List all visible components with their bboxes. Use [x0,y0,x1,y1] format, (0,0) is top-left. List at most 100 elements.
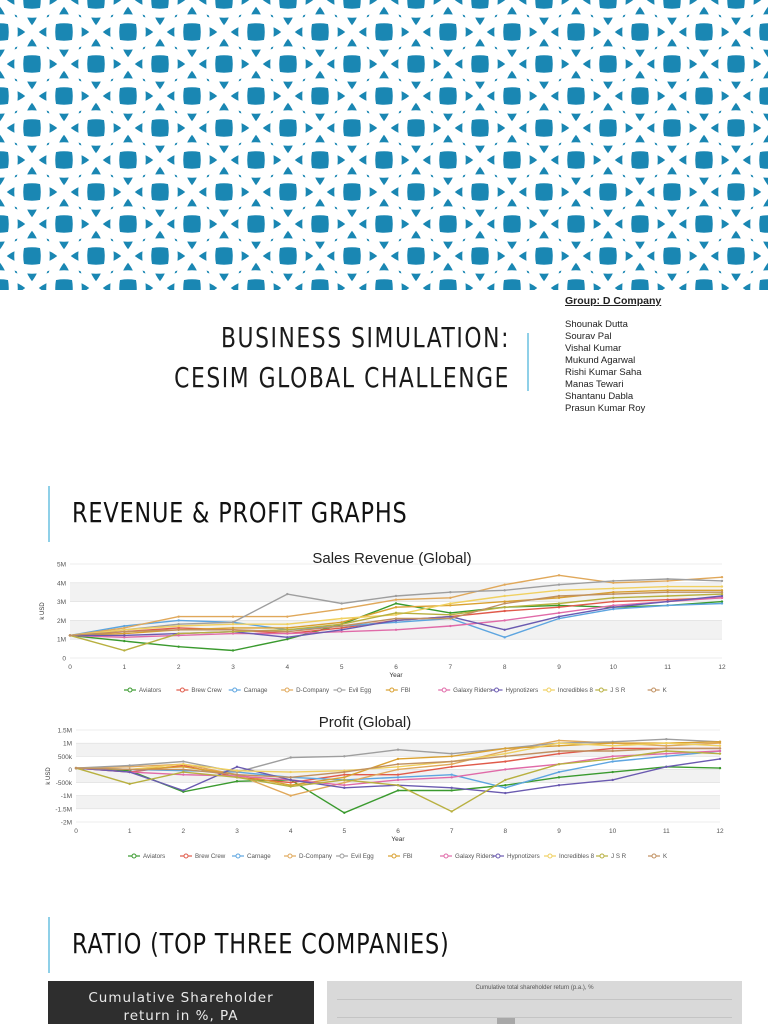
data-point [177,619,180,622]
data-point [503,609,506,613]
pattern-ring [718,142,768,242]
x-tick-label: 10 [609,828,617,835]
pattern-ring [750,121,768,199]
data-point [611,757,614,761]
legend-marker [127,687,133,693]
pattern-ring [334,206,434,290]
y-tick-label: -500k [56,780,73,787]
data-point [612,591,615,594]
data-point [611,744,614,747]
data-point [394,611,398,615]
pattern-ring [46,174,146,274]
data-point [611,760,614,763]
pattern-ring [633,0,711,18]
chart-title: Sales Revenue (Global) [312,550,471,567]
x-tick-label: 2 [177,664,181,671]
data-point [396,757,400,761]
data-point [343,776,346,779]
pattern-ring [78,0,178,50]
x-tick-label: 1 [123,664,127,671]
x-axis-label: Year [389,672,403,679]
data-point [286,630,289,633]
data-point [666,594,669,598]
data-point [177,615,180,618]
data-point [286,615,289,618]
legend-marker [599,853,605,859]
data-point [286,628,289,631]
member-name: Prasun Kumar Roy [565,403,646,414]
data-point [666,579,669,583]
data-point [289,781,292,784]
data-point [394,617,398,620]
data-point [557,594,561,598]
data-point [718,757,722,761]
data-point [720,589,724,592]
pattern-ring [430,46,530,146]
data-point [449,604,452,607]
data-point [557,583,561,586]
data-point [123,624,126,628]
member-name: Shounak Dutta [565,319,628,330]
data-point [450,760,453,763]
pattern-ring [526,14,626,114]
data-point [394,594,398,598]
data-point [123,634,126,637]
pattern-ring [0,238,82,290]
legend-entry: K [663,687,668,694]
pattern-ring [718,78,768,178]
legend-entry: Evil Egg [351,853,374,860]
data-point [340,630,343,633]
x-tick-label: 0 [74,828,78,835]
data-point [123,639,126,643]
section-title-revenue-profit: REVENUE & PROFIT GRAPHS [72,496,408,529]
data-point [503,628,506,631]
data-point [718,740,722,744]
data-point [449,596,452,600]
data-point [286,592,289,596]
pattern-ring [302,174,402,274]
pattern-ring [270,0,370,50]
data-point [449,624,452,628]
legend-marker [339,853,345,859]
data-point [557,770,561,774]
pattern-ring [0,78,50,178]
legend-marker [336,687,342,693]
pattern-ring [216,270,296,290]
data-point [612,606,615,609]
legend-entry: J S R [611,853,627,860]
data-point [557,574,561,577]
pattern-ring [366,46,466,146]
data-point [177,645,180,648]
pattern-ring [238,110,338,210]
data-point [396,762,400,766]
data-point [557,606,561,609]
pattern-ring [334,142,434,242]
x-tick-label: 6 [394,664,398,671]
data-point [666,598,669,601]
data-point [177,634,180,637]
pattern-ring [78,206,178,290]
data-point [182,765,185,768]
x-tick-label: 5 [340,664,344,671]
pattern-ring [398,14,498,114]
pattern-ring [174,0,274,82]
data-point [665,747,668,750]
data-point [718,749,722,753]
pattern-ring [462,78,562,178]
data-point [504,760,507,763]
pattern-ring [270,14,370,114]
pattern-ring [750,0,768,71]
pattern-ring [313,0,391,18]
x-tick-label: 3 [231,664,235,671]
data-point [665,738,668,741]
data-point [450,765,453,768]
data-point [612,596,615,600]
pattern-ring [0,57,18,135]
pattern-ring [302,110,402,210]
pattern-ring [462,206,562,290]
pattern-ring [686,174,768,274]
data-point [394,598,398,601]
x-tick-label: 4 [286,664,290,671]
pattern-ring [569,0,647,18]
pattern-ring [526,206,626,290]
